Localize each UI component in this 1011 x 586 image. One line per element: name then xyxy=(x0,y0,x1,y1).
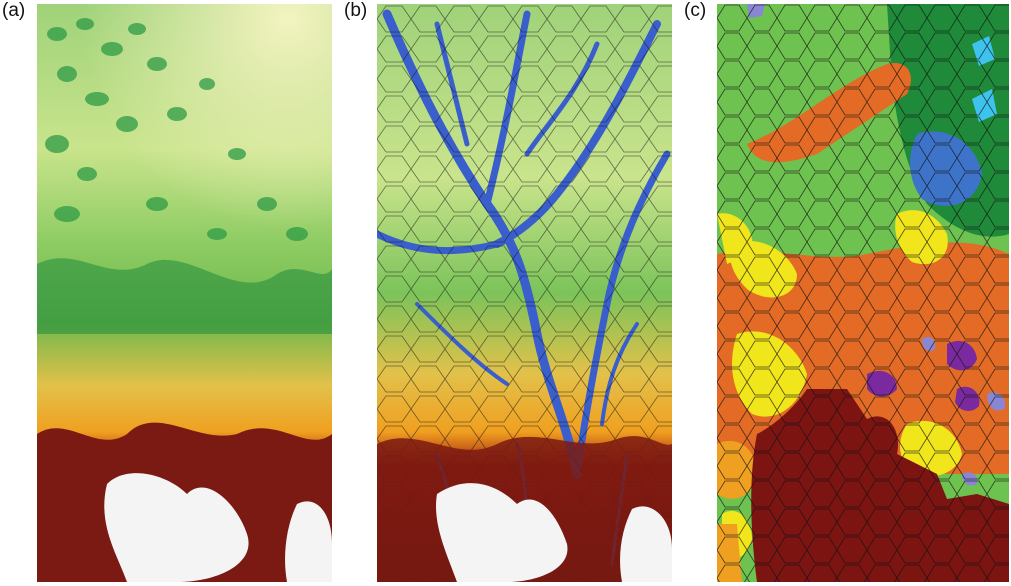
panel-label-a: (a) xyxy=(2,0,26,21)
snow-peak-area-2 xyxy=(620,506,672,582)
classified-segments-map xyxy=(717,4,1009,582)
panel-label-b: (b) xyxy=(344,0,368,21)
snow-peak-area-2 xyxy=(285,501,332,582)
classification-panel xyxy=(717,4,1009,582)
terrain-texture xyxy=(45,18,308,241)
segment-boundaries xyxy=(717,4,1009,582)
lowland-area xyxy=(37,4,332,304)
panel-label-c: (c) xyxy=(684,0,707,21)
drainage-segmentation-panel xyxy=(377,4,672,582)
escarpment-band xyxy=(37,258,332,334)
snow-peak-area xyxy=(436,483,568,582)
snow-peak-area xyxy=(104,473,249,582)
elevation-map-panel xyxy=(37,4,332,582)
drainage-segmentation-map xyxy=(377,4,672,582)
elevation-map xyxy=(37,4,332,582)
